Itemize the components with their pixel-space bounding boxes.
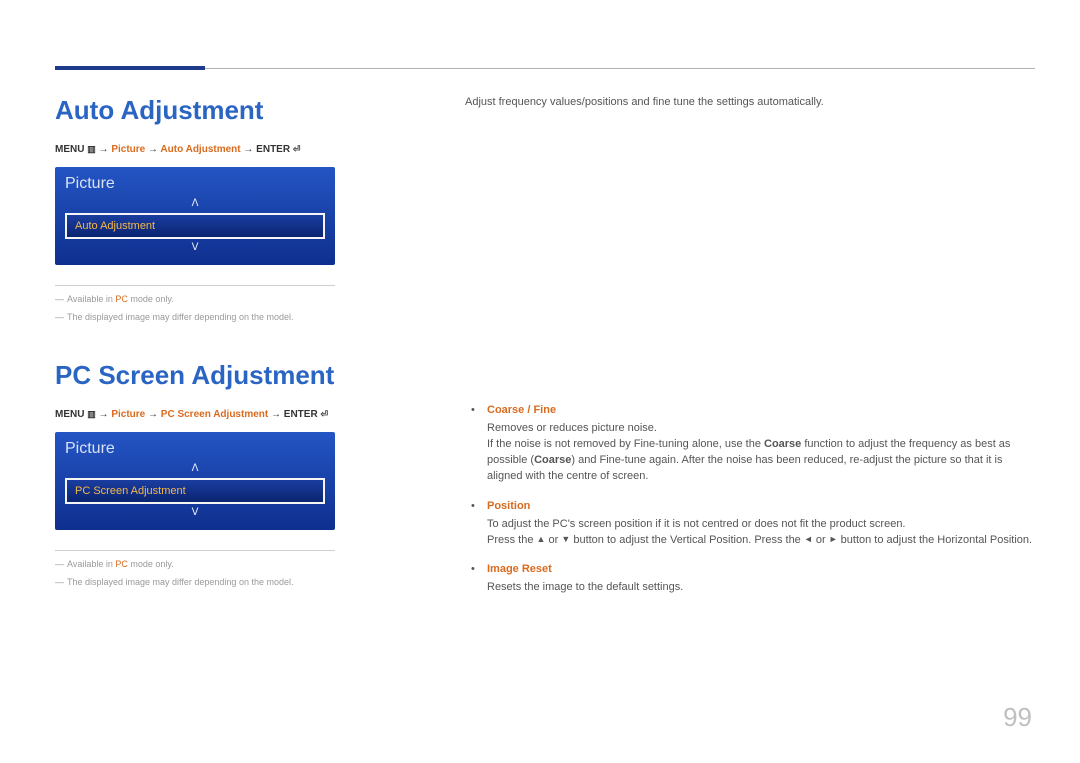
menu-item-pc-screen[interactable]: PC Screen Adjustment xyxy=(65,478,325,504)
note-pc-mode: Available in PC mode only. xyxy=(55,294,455,304)
bold-coarse: Coarse xyxy=(764,438,801,450)
notes-divider xyxy=(55,550,335,551)
bullet-title: Coarse / Fine xyxy=(487,403,1035,419)
note-image-differ: The displayed image may differ depending… xyxy=(55,577,455,587)
breadcrumb-enter: ENTER xyxy=(256,144,290,155)
breadcrumb-item: Auto Adjustment xyxy=(160,144,240,155)
bullet-text: or xyxy=(813,534,829,546)
bullet-title: Image Reset xyxy=(487,562,1035,578)
breadcrumb-menu: MENU xyxy=(55,409,84,420)
note-text: Available in xyxy=(67,559,115,569)
breadcrumb-arrow: → xyxy=(271,409,281,420)
breadcrumb-picture: Picture xyxy=(111,409,145,420)
menu-panel-title: Picture xyxy=(65,440,325,458)
pc-screen-bullet-list: Coarse / Fine Removes or reduces picture… xyxy=(465,403,1035,596)
breadcrumb-menu: MENU xyxy=(55,144,84,155)
note-text: mode only. xyxy=(128,294,174,304)
bullet-text: Removes or reduces picture noise. xyxy=(487,422,657,434)
chevron-down-icon[interactable]: ᐯ xyxy=(65,241,325,255)
bullet-title: Position xyxy=(487,499,1035,515)
note-pc-mode: Available in PC mode only. xyxy=(55,559,455,569)
note-text: mode only. xyxy=(128,559,174,569)
left-triangle-icon: ◄ xyxy=(804,533,813,546)
note-pc: PC xyxy=(115,559,128,569)
bold-coarse: Coarse xyxy=(534,454,571,466)
bullet-text: button to adjust the Vertical Position. … xyxy=(570,534,804,546)
note-text: Available in xyxy=(67,294,115,304)
auto-adjustment-description: Adjust frequency values/positions and fi… xyxy=(465,95,1035,111)
breadcrumb-pc-screen: MENU ▥ → Picture → PC Screen Adjustment … xyxy=(55,409,455,420)
heading-pc-screen-adjustment: PC Screen Adjustment xyxy=(55,360,455,391)
note-image-differ: The displayed image may differ depending… xyxy=(55,312,455,322)
bullet-image-reset: Image Reset Resets the image to the defa… xyxy=(465,562,1035,596)
breadcrumb-enter: ENTER xyxy=(284,409,318,420)
notes-divider xyxy=(55,285,335,286)
breadcrumb-arrow: → xyxy=(148,144,158,155)
top-divider xyxy=(55,68,1035,69)
bullet-coarse-fine: Coarse / Fine Removes or reduces picture… xyxy=(465,403,1035,485)
chevron-up-icon[interactable]: ᐱ xyxy=(65,462,325,476)
menu-item-auto-adjustment[interactable]: Auto Adjustment xyxy=(65,213,325,239)
breadcrumb-arrow: → xyxy=(99,409,109,420)
page-content: Auto Adjustment MENU ▥ → Picture → Auto … xyxy=(55,95,1035,610)
breadcrumb-arrow: → xyxy=(99,144,109,155)
menu-panel-pc-screen: Picture ᐱ PC Screen Adjustment ᐯ xyxy=(55,432,335,530)
bullet-text: Press the xyxy=(487,534,537,546)
breadcrumb-auto-adjustment: MENU ▥ → Picture → Auto Adjustment → ENT… xyxy=(55,144,455,155)
page-number: 99 xyxy=(1003,702,1032,733)
right-triangle-icon: ► xyxy=(829,533,838,546)
breadcrumb-item: PC Screen Adjustment xyxy=(161,409,268,420)
down-triangle-icon: ▼ xyxy=(561,533,570,546)
right-column: Adjust frequency values/positions and fi… xyxy=(455,95,1035,610)
bullet-text: button to adjust the Horizontal Position… xyxy=(838,534,1032,546)
bullet-text: To adjust the PC's screen position if it… xyxy=(487,518,906,530)
bullet-text: If the noise is not removed by Fine-tuni… xyxy=(487,438,764,450)
menu-panel-auto-adjustment: Picture ᐱ Auto Adjustment ᐯ xyxy=(55,167,335,265)
enter-icon: ⏎ xyxy=(320,409,328,419)
note-pc: PC xyxy=(115,294,128,304)
bullet-position: Position To adjust the PC's screen posit… xyxy=(465,499,1035,549)
breadcrumb-arrow: → xyxy=(148,409,158,420)
chevron-up-icon[interactable]: ᐱ xyxy=(65,197,325,211)
breadcrumb-arrow: → xyxy=(243,144,253,155)
menu-panel-title: Picture xyxy=(65,175,325,193)
menu-icon: ▥ xyxy=(87,409,96,419)
chevron-down-icon[interactable]: ᐯ xyxy=(65,506,325,520)
enter-icon: ⏎ xyxy=(293,144,301,154)
left-column: Auto Adjustment MENU ▥ → Picture → Auto … xyxy=(55,95,455,610)
heading-auto-adjustment: Auto Adjustment xyxy=(55,95,455,126)
breadcrumb-picture: Picture xyxy=(111,144,145,155)
menu-icon: ▥ xyxy=(87,144,96,154)
bullet-text: or xyxy=(545,534,561,546)
bullet-text: Resets the image to the default settings… xyxy=(487,581,683,593)
